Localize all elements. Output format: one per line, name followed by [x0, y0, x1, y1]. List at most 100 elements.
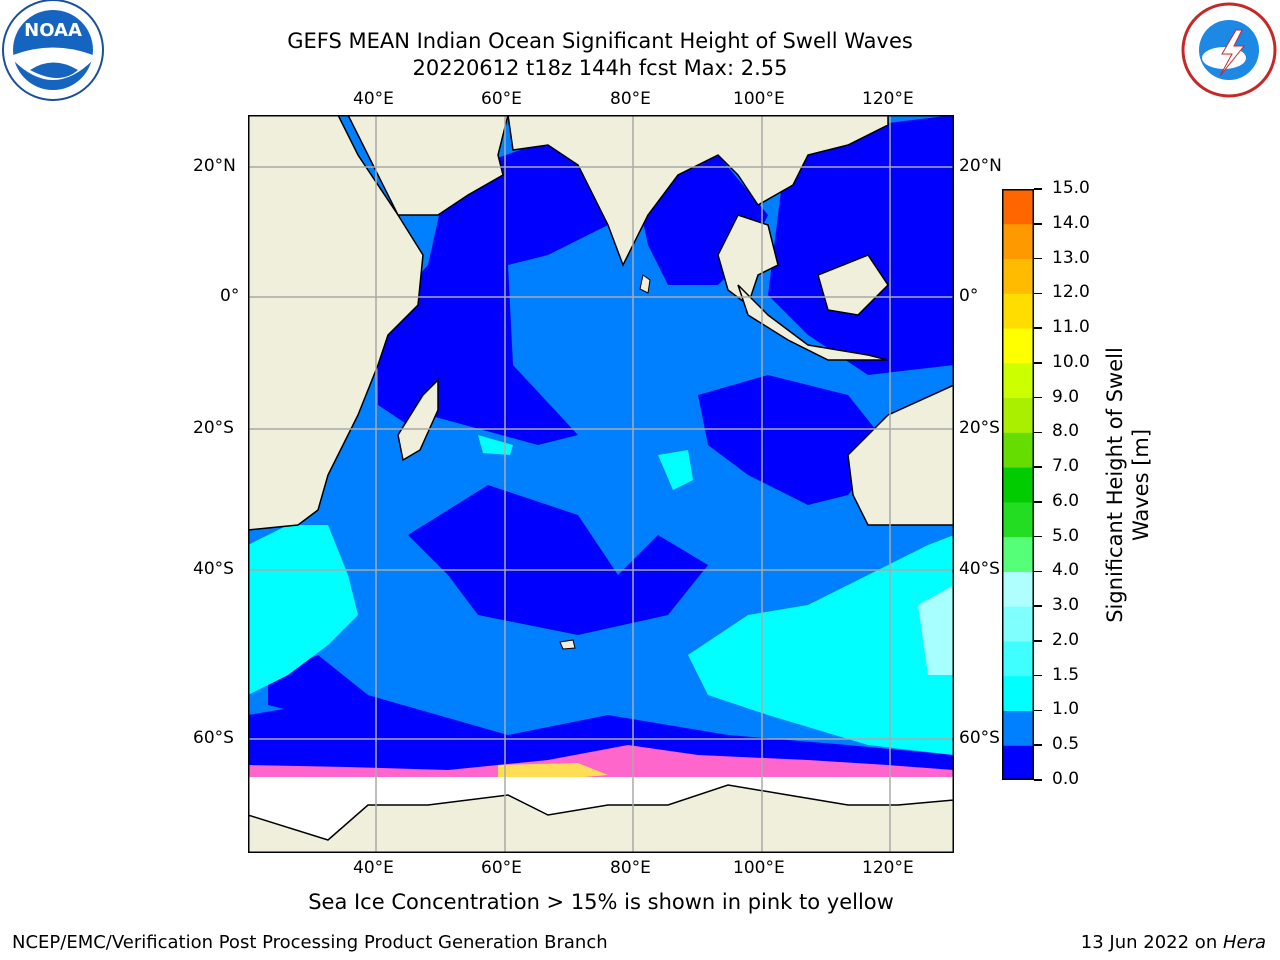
lon-tick-bottom: 120°E — [862, 858, 914, 878]
lon-tick-bottom: 100°E — [733, 858, 785, 878]
colorbar — [1002, 189, 1034, 780]
colorbar-tick-mark — [1034, 466, 1042, 468]
land-australia — [847, 384, 954, 526]
swell-high-southwest — [248, 525, 358, 695]
lon-tick-top: 40°E — [353, 89, 394, 109]
colorbar-tick-mark — [1034, 674, 1042, 677]
colorbar-segment — [1002, 362, 1034, 399]
land-southeast-asia — [717, 214, 779, 307]
colorbar-tick-label: 5.0 — [1052, 525, 1080, 546]
colorbar-segment — [1002, 745, 1034, 780]
colorbar-tick-label: 0.0 — [1052, 769, 1080, 789]
colorbar-tick-mark — [1034, 640, 1042, 642]
land-africa — [248, 115, 424, 531]
colorbar-tick-mark — [1034, 744, 1042, 746]
lat-tick-right: 0° — [959, 286, 979, 306]
colorbar-segment — [1002, 710, 1034, 746]
colorbar-segment — [1002, 536, 1034, 572]
map-title: GEFS MEAN Indian Ocean Significant Heigh… — [287, 29, 913, 53]
colorbar-segment — [1002, 571, 1034, 607]
colorbar-tick-mark — [1034, 362, 1042, 364]
footer-host: Hera — [1222, 932, 1266, 953]
colorbar-segment — [1002, 501, 1034, 538]
footer-left: NCEP/EMC/Verification Post Processing Pr… — [12, 932, 608, 953]
colorbar-tick-mark — [1034, 709, 1042, 712]
colorbar-segment — [1002, 328, 1034, 364]
colorbar-tick-mark — [1034, 257, 1042, 260]
colorbar-title-line2: Waves [m] — [1129, 428, 1153, 542]
gridlines — [248, 115, 954, 853]
lat-tick-left: 20°N — [193, 156, 236, 176]
lat-tick-right: 40°S — [959, 559, 1000, 579]
noaa-logo: NOAA — [0, 0, 106, 106]
colorbar-tick-label: 11.0 — [1052, 317, 1090, 338]
lon-tick-top: 80°E — [610, 89, 651, 109]
colorbar-segment — [1002, 606, 1034, 642]
colorbar-tick-mark — [1034, 501, 1042, 503]
nws-logo — [1178, 0, 1280, 102]
colorbar-title-line1: Significant Height of Swell — [1103, 347, 1127, 623]
lon-tick-top: 120°E — [862, 89, 914, 109]
swell-low-sea-asia — [768, 115, 954, 375]
colorbar-segment — [1002, 223, 1034, 260]
colorbar-segment — [1002, 189, 1034, 225]
colorbar-tick-label: 12.0 — [1052, 282, 1090, 303]
land-antarctica — [248, 784, 954, 853]
map-svg — [248, 115, 954, 853]
map-subtitle: 20220612 t18z 144h fcst Max: 2.55 — [412, 56, 788, 80]
land-borneo — [817, 254, 889, 316]
colorbar-segment — [1002, 432, 1034, 468]
colorbar-tick-mark — [1034, 188, 1042, 190]
colorbar-frame — [1002, 189, 1034, 780]
lat-tick-left: 60°S — [193, 728, 234, 748]
colorbar-tick-label: 13.0 — [1052, 247, 1090, 268]
land-kerguelen — [559, 639, 576, 650]
colorbar-tick-mark — [1034, 292, 1042, 295]
colorbar-segment — [1002, 675, 1034, 711]
colorbar-segment — [1002, 258, 1034, 294]
map-frame — [248, 115, 954, 853]
colorbar-tick-label: 1.5 — [1052, 664, 1080, 685]
colorbar-tick-mark — [1034, 327, 1042, 329]
sea-ice-pink — [248, 745, 954, 780]
colorbar-tick-mark — [1034, 779, 1042, 781]
sea-ice-caption: Sea Ice Concentration > 15% is shown in … — [308, 890, 894, 914]
lon-tick-bottom: 80°E — [610, 858, 651, 878]
lat-tick-left: 20°S — [193, 418, 234, 438]
colorbar-tick-label: 15.0 — [1052, 178, 1090, 198]
colorbar-tick-label: 3.0 — [1052, 595, 1080, 616]
footer-right: 13 Jun 2022 on Hera — [1081, 932, 1266, 953]
colorbar-tick-mark — [1034, 535, 1042, 538]
noaa-logo-text: NOAA — [24, 20, 82, 41]
lat-tick-right: 20°N — [959, 156, 1002, 176]
colorbar-tick-label: 9.0 — [1052, 386, 1080, 407]
colorbar-segment — [1002, 293, 1034, 329]
colorbar-tick-label: 0.5 — [1052, 734, 1080, 755]
colorbar-segment — [1002, 467, 1034, 503]
colorbar-tick-mark — [1034, 570, 1042, 573]
colorbar-tick-label: 8.0 — [1052, 421, 1080, 442]
swell-very-high-southeast — [918, 585, 954, 675]
swell-high-patch-east — [658, 450, 693, 490]
lon-tick-top: 100°E — [733, 89, 785, 109]
colorbar-tick-mark — [1034, 431, 1042, 434]
map-panel — [248, 115, 954, 853]
colorbar-segment — [1002, 397, 1034, 433]
lat-tick-right: 20°S — [959, 418, 1000, 438]
colorbar-tick-label: 1.0 — [1052, 699, 1080, 720]
colorbar-tick-label: 2.0 — [1052, 629, 1080, 650]
colorbar-tick-label: 4.0 — [1052, 560, 1080, 581]
land-madagascar — [397, 378, 439, 462]
lat-tick-left: 40°S — [193, 559, 234, 579]
swell-low-central — [698, 375, 888, 505]
colorbar-tick-mark — [1034, 605, 1042, 607]
swell-low-northern — [378, 130, 608, 445]
land-asia-north — [507, 115, 889, 267]
lon-tick-bottom: 40°E — [353, 858, 394, 878]
lon-tick-top: 60°E — [481, 89, 522, 109]
colorbar-tick-mark — [1034, 223, 1042, 225]
colorbar-tick-label: 14.0 — [1052, 212, 1090, 233]
colorbar-tick-mark — [1034, 396, 1042, 399]
lon-tick-bottom: 60°E — [481, 858, 522, 878]
sea-ice-yellow — [498, 763, 608, 780]
